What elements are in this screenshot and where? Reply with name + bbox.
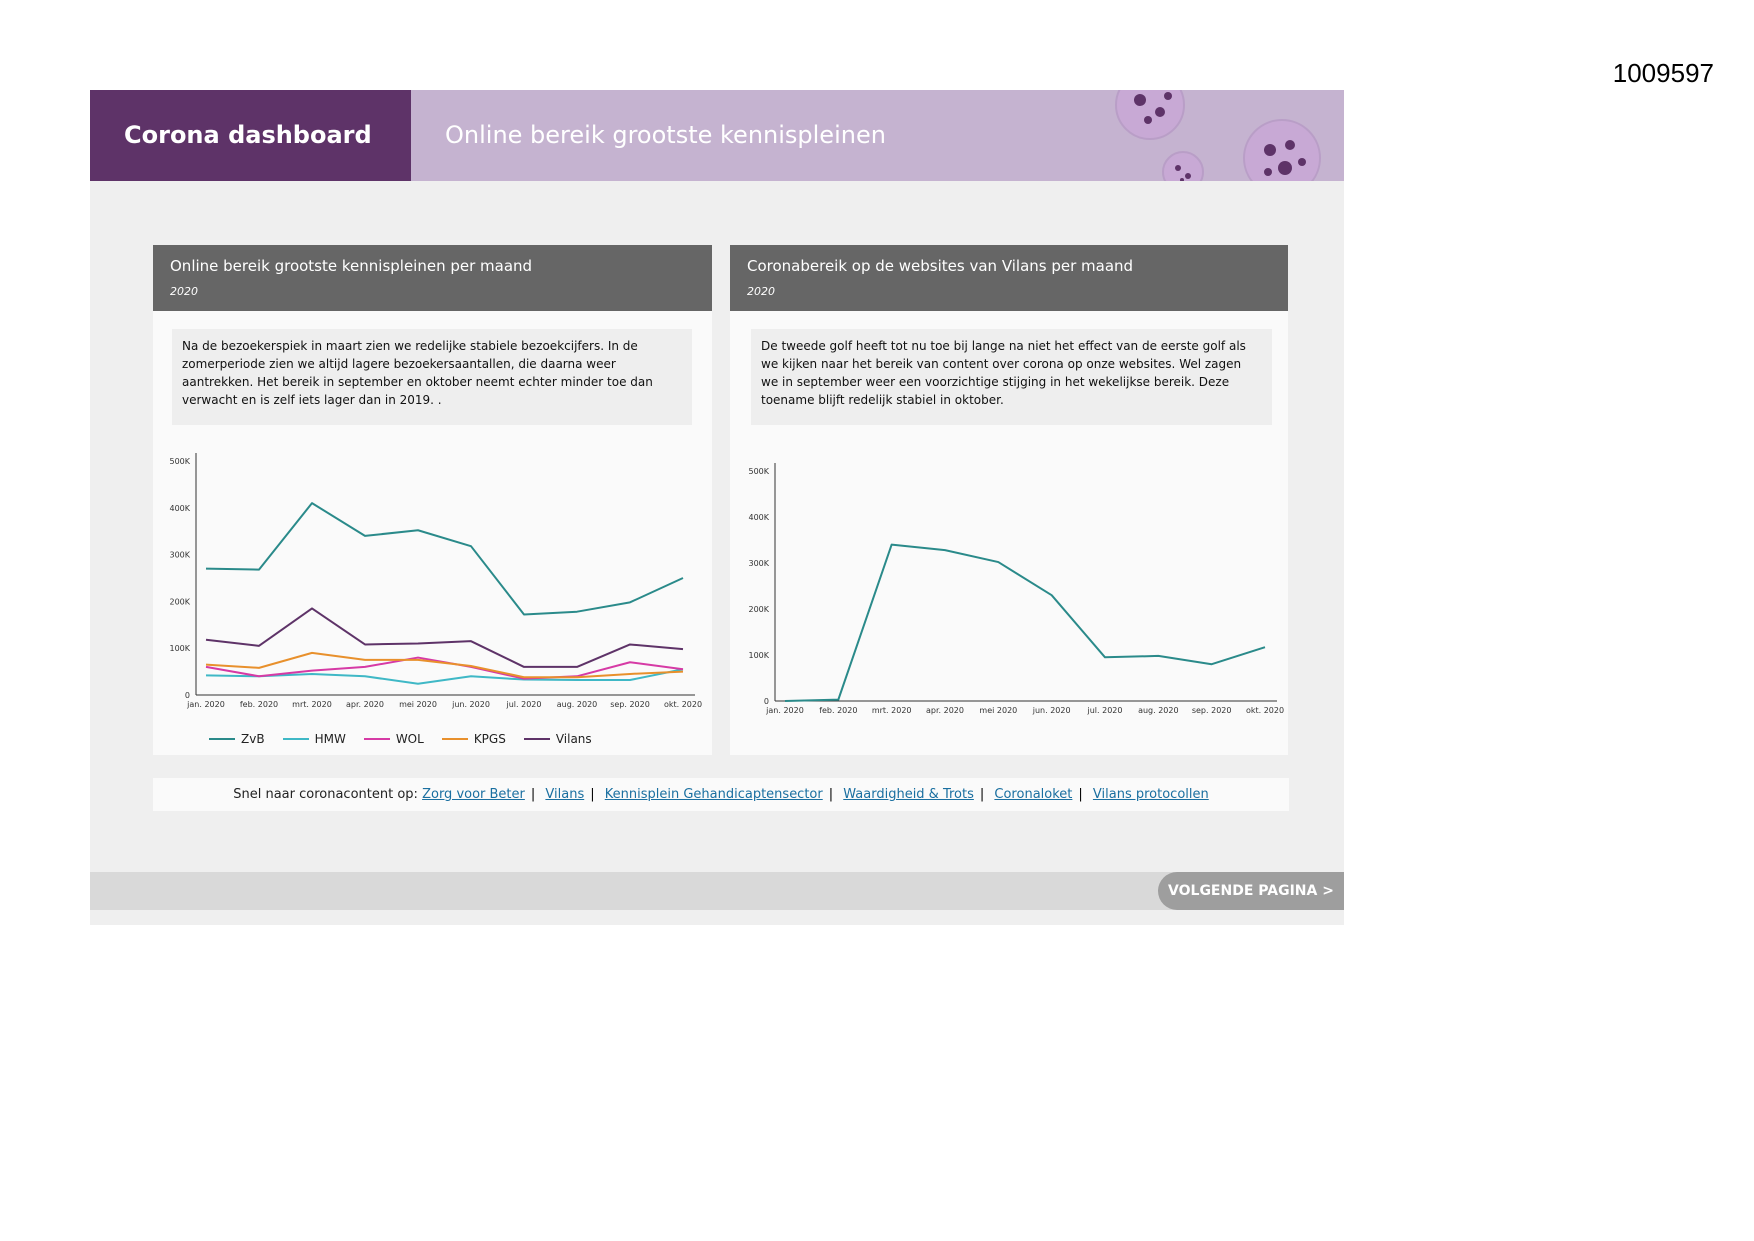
y-tick-label: 200K — [169, 597, 190, 606]
legend-item: Vilans — [523, 732, 592, 746]
panel-vilans: Coronabereik op de websites van Vilans p… — [730, 245, 1288, 755]
legend-label: KPGS — [473, 732, 506, 746]
panel-header: Coronabereik op de websites van Vilans p… — [730, 245, 1288, 311]
link-waardigheid-trots[interactable]: Waardigheid & Trots — [843, 787, 974, 802]
quick-links-bar: Snel naar coronacontent op: Zorg voor Be… — [153, 778, 1289, 811]
link-vilans[interactable]: Vilans — [545, 787, 585, 802]
legend-item: HMW — [282, 732, 346, 746]
panel-header: Online bereik grootste kennispleinen per… — [153, 245, 712, 311]
document-id: 1009597 — [1612, 58, 1714, 88]
y-tick-label: 100K — [748, 651, 769, 660]
legend-swatch — [363, 738, 390, 740]
x-tick-label: aug. 2020 — [1138, 706, 1179, 715]
x-tick-label: jul. 2020 — [506, 700, 542, 709]
dashboard-header: Corona dashboard Online bereik grootste … — [90, 90, 1344, 181]
x-tick-label: jun. 2020 — [1032, 706, 1071, 715]
y-tick-label: 400K — [748, 513, 769, 522]
dashboard-subtitle: Online bereik grootste kennispleinen — [445, 121, 886, 149]
x-tick-label: feb. 2020 — [240, 700, 278, 709]
x-tick-label: sep. 2020 — [610, 700, 650, 709]
x-tick-label: jun. 2020 — [451, 700, 490, 709]
x-tick-label: feb. 2020 — [819, 706, 857, 715]
legend-item: ZvB — [209, 732, 265, 746]
series-line-zvb — [205, 502, 684, 616]
y-tick-label: 0 — [185, 691, 190, 700]
legend-swatch — [282, 738, 309, 740]
series-line-kpgs — [205, 651, 684, 679]
y-tick-label: 400K — [169, 504, 190, 513]
series-line-hmw — [205, 668, 684, 685]
legend-label: HMW — [314, 732, 346, 746]
legend-label: ZvB — [241, 732, 265, 746]
legend-item: KPGS — [441, 732, 506, 746]
panel-note: De tweede golf heeft tot nu toe bij lang… — [751, 329, 1272, 425]
legend-swatch — [441, 738, 468, 740]
panel-year: 2020 — [170, 285, 198, 298]
line-chart-vilans: 0 100K 200K 300K 400K 500K jan. 2020 feb. 2020 m… — [748, 463, 1284, 715]
x-tick-label: apr. 2020 — [346, 700, 384, 709]
x-tick-label: apr. 2020 — [926, 706, 964, 715]
x-tick-label: jul. 2020 — [1087, 706, 1123, 715]
panel-title: Online bereik grootste kennispleinen per… — [170, 257, 533, 275]
x-tick-label: mei 2020 — [399, 700, 437, 709]
legend-label: Vilans — [555, 732, 592, 746]
link-coronaloket[interactable]: Coronaloket — [994, 787, 1073, 802]
legend-item: WOL — [363, 732, 424, 746]
legend-swatch — [209, 738, 235, 740]
x-tick-label: aug. 2020 — [557, 700, 598, 709]
panel-kennispleinen: Online bereik grootste kennispleinen per… — [153, 245, 712, 755]
panel-note: Na de bezoekerspiek in maart zien we red… — [172, 329, 692, 425]
link-vilans-protocollen[interactable]: Vilans protocollen — [1092, 787, 1209, 802]
x-tick-label: okt. 2020 — [1246, 706, 1284, 715]
footer-bar: VOLGENDE PAGINA > — [90, 872, 1344, 910]
dashboard: Corona dashboard Online bereik grootste … — [90, 90, 1344, 925]
y-tick-label: 0 — [764, 697, 769, 706]
dashboard-title: Corona dashboard — [90, 90, 411, 181]
line-chart-kennispleinen: 0 100K 200K 300K 400K 500K jan. 2020 feb. 2020 m… — [169, 453, 702, 709]
next-page-button[interactable]: VOLGENDE PAGINA > — [1158, 872, 1344, 910]
y-tick-label: 300K — [169, 551, 190, 560]
y-tick-label: 500K — [169, 457, 190, 466]
series-line-vilans — [205, 607, 684, 668]
x-tick-label: jan. 2020 — [765, 706, 804, 715]
series-line-vilans-corona — [784, 543, 1266, 702]
link-kennisplein-gehandicaptensector[interactable]: Kennisplein Gehandicaptensector — [604, 787, 823, 802]
link-zorg-voor-beter[interactable]: Zorg voor Beter — [422, 787, 525, 802]
legend-label: WOL — [395, 732, 424, 746]
x-tick-label: jan. 2020 — [186, 700, 225, 709]
y-tick-label: 500K — [748, 467, 769, 476]
chart-legend: ZvB HMW WOL KPGS Vilans — [209, 732, 592, 746]
quick-links-intro: Snel naar coronacontent op: — [233, 787, 418, 802]
x-tick-label: mei 2020 — [979, 706, 1017, 715]
x-tick-label: sep. 2020 — [1192, 706, 1232, 715]
panel-year: 2020 — [747, 285, 775, 298]
y-tick-label: 200K — [748, 605, 769, 614]
x-tick-label: mrt. 2020 — [292, 700, 332, 709]
y-tick-label: 300K — [748, 559, 769, 568]
legend-swatch — [523, 738, 550, 740]
panel-title: Coronabereik op de websites van Vilans p… — [747, 257, 1134, 275]
x-tick-label: okt. 2020 — [664, 700, 702, 709]
x-tick-label: mrt. 2020 — [872, 706, 912, 715]
y-tick-label: 100K — [169, 644, 190, 653]
